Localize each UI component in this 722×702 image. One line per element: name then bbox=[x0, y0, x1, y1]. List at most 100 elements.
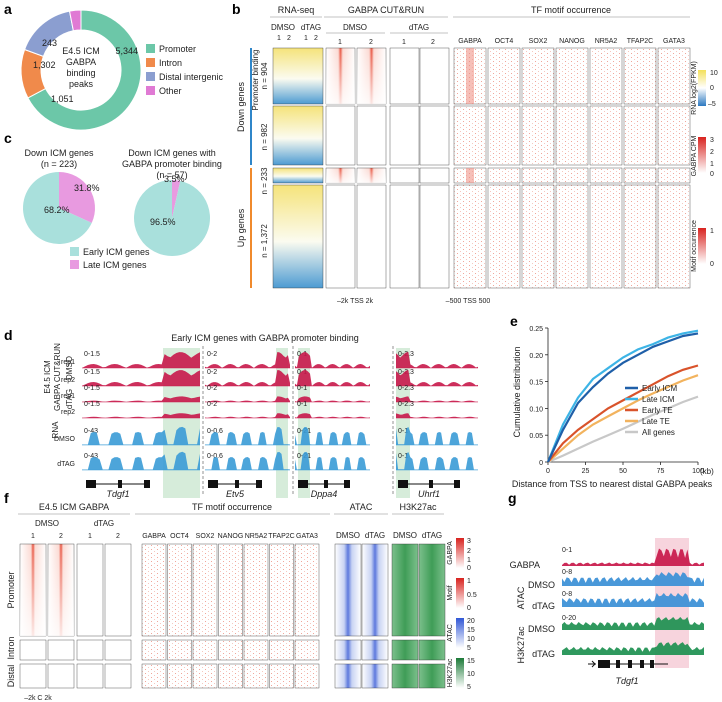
e-legend-label: Late TE bbox=[642, 417, 670, 426]
g-group-h3k: H3K27ac bbox=[516, 626, 526, 664]
legend-bar-motif bbox=[698, 228, 706, 264]
motif-center-enrichment bbox=[466, 168, 474, 183]
f-row-intron: Intron bbox=[6, 636, 16, 659]
legend-motif-min: 0 bbox=[710, 261, 714, 268]
g-signal-track bbox=[562, 548, 704, 566]
motif-heatmap-block bbox=[453, 184, 487, 289]
motif-heatmap-block bbox=[521, 167, 555, 184]
rna-rep: 2 bbox=[287, 35, 291, 42]
panel-f-legends: 3 2 1 0 GABPA 1 0.5 0 Motif 20 15 10 5 A… bbox=[447, 538, 477, 691]
f-atac-block bbox=[361, 663, 389, 689]
cutrun-header: GABPA CUT&RUN bbox=[348, 5, 424, 15]
motif-heatmap-block bbox=[623, 105, 657, 166]
pie-chart-gabpa-bound bbox=[134, 180, 211, 256]
pie2-title: Down ICM genes with bbox=[128, 148, 216, 158]
cut-rep: 2 bbox=[431, 39, 435, 46]
d-range-label: 0-2 bbox=[207, 369, 217, 376]
motif-heatmap-block bbox=[555, 47, 589, 105]
d-gene-exon bbox=[256, 480, 262, 488]
d-gene-exon bbox=[208, 480, 218, 488]
f-legend-atac-mid2: 10 bbox=[467, 636, 475, 643]
motif-label-nr5a2: NR5A2 bbox=[595, 38, 618, 45]
g-range-atac-dtag: 0-8 bbox=[562, 591, 572, 598]
d-range-label: 0-1 bbox=[398, 453, 408, 460]
f-legend-h3k-title: H3K27ac bbox=[447, 658, 454, 687]
f-axis: –2k C 2k bbox=[24, 695, 52, 702]
d-signal bbox=[205, 427, 290, 445]
f-motif-block bbox=[167, 543, 192, 637]
e-xtick-label: 25 bbox=[582, 468, 590, 475]
f-legend-atac-title: ATAC bbox=[447, 624, 454, 642]
e-xtick-label: 50 bbox=[619, 468, 627, 475]
motif-heatmap-block bbox=[589, 167, 623, 184]
genome-browser-tracks: rep1 0-1.5 0-2 0-1 0-2.3 rep2 0-1.5 0-2 0-1 0-2.3… bbox=[54, 346, 478, 498]
g-label-atac-dtag: dTAG bbox=[532, 601, 555, 611]
cutrun-fade bbox=[357, 168, 386, 183]
d-gene-exon bbox=[144, 480, 150, 488]
d-signal bbox=[82, 426, 200, 445]
pie-legend: Early ICM genes Late ICM genes bbox=[70, 247, 150, 270]
d-signal bbox=[82, 370, 200, 386]
cutrun-heatmap-block bbox=[356, 184, 387, 289]
d-signal bbox=[396, 413, 478, 418]
legend-gabpa-mid2: 1 bbox=[710, 161, 714, 168]
legend-swatch-other bbox=[146, 86, 155, 95]
f-legend-gabpa-mid: 2 bbox=[467, 548, 471, 555]
legend-swatch-late bbox=[70, 260, 79, 269]
cut-dtag-label: dTAG bbox=[409, 23, 429, 32]
legend-gabpa-mid: 2 bbox=[710, 149, 714, 156]
f-h3k-block bbox=[391, 543, 419, 637]
d-signal bbox=[82, 396, 200, 402]
n-label-4: n = 1,372 bbox=[260, 224, 269, 258]
panel-d-side2: GABPA CUT&RUN bbox=[53, 343, 62, 411]
panel-label-e: e bbox=[510, 313, 518, 329]
n-label-3: n = 233 bbox=[260, 167, 269, 194]
donut-chart bbox=[20, 9, 142, 131]
d-signal bbox=[82, 352, 200, 368]
g-range-h3k-dmso: 0-20 bbox=[562, 615, 576, 622]
f-motif-block bbox=[218, 543, 243, 637]
cutrun-fade bbox=[357, 48, 386, 104]
f-motif-block bbox=[192, 639, 218, 661]
d-gene-exon bbox=[86, 480, 96, 488]
legend-motif-title: Motif occurrence bbox=[691, 220, 698, 272]
cutrun-heatmap-block bbox=[325, 105, 356, 166]
legend-rna-max: 10 bbox=[710, 70, 718, 77]
d-track-label: rep1 bbox=[61, 359, 75, 366]
legend-swatch-promoter bbox=[146, 44, 155, 53]
panel-b-legends: 10 0 –5 RNA log2(FPKM) 3 2 1 0 GABPA CPM… bbox=[691, 61, 718, 272]
d-range-label: 0-1 bbox=[297, 385, 307, 392]
e-ytick-label: 0.05 bbox=[529, 433, 543, 440]
d-signal bbox=[82, 451, 200, 470]
f-legend-bar-atac bbox=[456, 618, 464, 648]
f-dtag-label: dTAG bbox=[94, 519, 114, 528]
g-range-atac-dmso: 0-8 bbox=[562, 569, 572, 576]
pie1-early-label: 68.2% bbox=[44, 205, 70, 215]
f-motif-block bbox=[294, 639, 320, 661]
d-gene-label-uhrf1: Uhrf1 bbox=[418, 489, 440, 499]
cutrun-fade bbox=[326, 48, 355, 104]
g-group-atac: ATAC bbox=[516, 586, 526, 609]
e-legend-label: All genes bbox=[642, 428, 675, 437]
n-label-1: n = 904 bbox=[260, 62, 269, 89]
f-motif-block bbox=[141, 639, 167, 661]
f-atac-block bbox=[334, 543, 362, 637]
f-atac-block bbox=[361, 543, 389, 637]
f-legend-gabpa-title: GABPA bbox=[447, 541, 454, 565]
motif-center-enrichment bbox=[466, 48, 474, 104]
cut-rep: 1 bbox=[402, 39, 406, 46]
motif-heatmap-block bbox=[521, 105, 555, 166]
d-range-label: 0-2 bbox=[207, 351, 217, 358]
f-motif-block bbox=[141, 663, 167, 689]
f-motif-column-labels: GABPA OCT4 SOX2 NANOG NR5A2 TFAP2C GATA3 bbox=[142, 533, 318, 540]
f-motif-block bbox=[167, 663, 192, 689]
cut-rep: 2 bbox=[369, 39, 373, 46]
d-track-label: rep2 bbox=[61, 409, 75, 416]
f-legend-motif-min: 0 bbox=[467, 605, 471, 612]
d-gene-exon bbox=[429, 480, 433, 488]
cutrun-heatmap-block bbox=[389, 184, 420, 289]
f-gabpa-block bbox=[19, 639, 47, 661]
legend-label-other: Other bbox=[159, 86, 182, 96]
e-series-late-icm bbox=[546, 329, 699, 463]
f-atac-header: ATAC bbox=[350, 502, 373, 512]
